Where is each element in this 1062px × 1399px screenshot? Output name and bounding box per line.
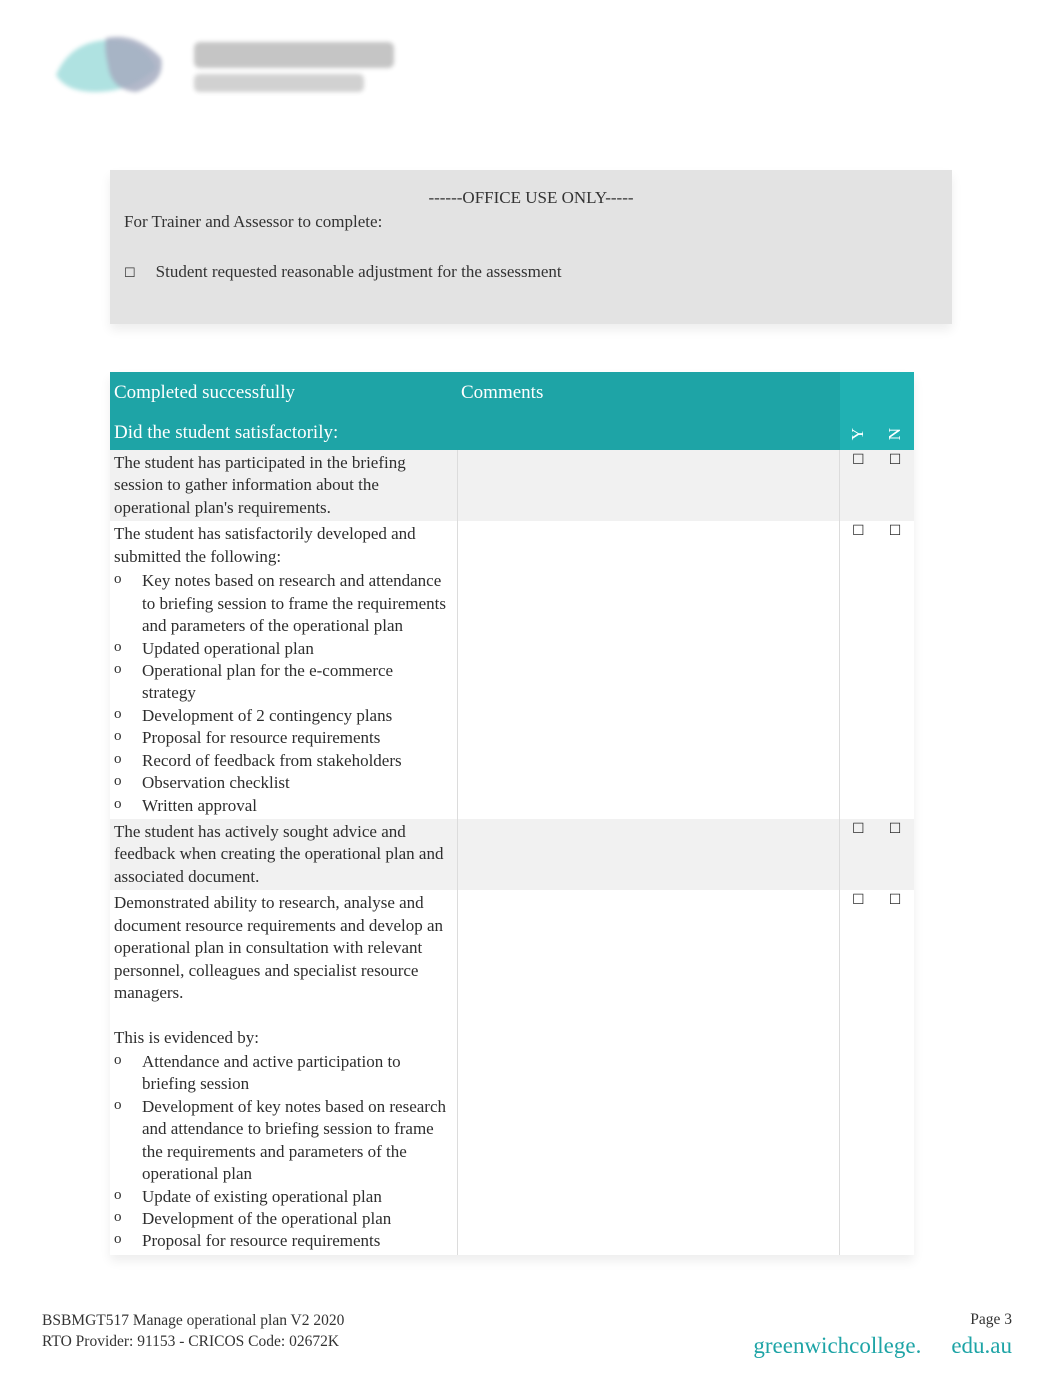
criteria-text: The student has participated in the brie… xyxy=(114,452,447,519)
y-checkbox[interactable]: ☐ xyxy=(840,450,877,521)
y-checkbox[interactable]: ☐ xyxy=(840,819,877,890)
list-item: oKey notes based on research and attenda… xyxy=(114,570,447,637)
list-item: oProposal for resource requirements xyxy=(114,1230,447,1252)
bullet-mark: o xyxy=(114,660,142,705)
bullet-mark: o xyxy=(114,638,142,660)
bullet-text: Update of existing operational plan xyxy=(142,1186,447,1208)
bullet-mark: o xyxy=(114,1208,142,1230)
bullet-mark: o xyxy=(114,570,142,637)
office-use-item-text: Student requested reasonable adjustment … xyxy=(156,262,562,282)
n-checkbox[interactable]: ☐ xyxy=(877,450,914,521)
list-item: oObservation checklist xyxy=(114,772,447,794)
footer-url: greenwichcollege.edu.au xyxy=(753,1333,1012,1359)
n-checkbox[interactable]: ☐ xyxy=(877,819,914,890)
footer-right: Page 3 greenwichcollege.edu.au xyxy=(753,1311,1012,1359)
footer: BSBMGT517 Manage operational plan V2 202… xyxy=(42,1311,1012,1359)
office-use-subtitle: For Trainer and Assessor to complete: xyxy=(124,212,938,232)
list-item: oAttendance and active participation to … xyxy=(114,1051,447,1096)
list-item: oUpdate of existing operational plan xyxy=(114,1186,447,1208)
assessment-table: Completed successfully Did the student s… xyxy=(110,372,914,1255)
bullet-text: Development of key notes based on resear… xyxy=(142,1096,447,1186)
checkbox-icon[interactable]: ☐ xyxy=(124,262,136,284)
comments-cell[interactable] xyxy=(457,819,840,890)
list-item: oRecord of feedback from stakeholders xyxy=(114,750,447,772)
header-line2: Did the student satisfactorily: xyxy=(114,422,453,444)
list-item: oDevelopment of 2 contingency plans xyxy=(114,705,447,727)
bullet-text: Operational plan for the e-commerce stra… xyxy=(142,660,447,705)
list-item: oUpdated operational plan xyxy=(114,638,447,660)
table-row: The student has participated in the brie… xyxy=(110,450,914,521)
criteria-text: The student has satisfactorily developed… xyxy=(114,523,447,568)
bullet-text: Proposal for resource requirements xyxy=(142,1230,447,1252)
bullet-text: Development of the operational plan xyxy=(142,1208,447,1230)
table-header-completed: Completed successfully Did the student s… xyxy=(110,372,457,450)
bullet-text: Key notes based on research and attendan… xyxy=(142,570,447,637)
list-item: oOperational plan for the e-commerce str… xyxy=(114,660,447,705)
criteria-cell: The student has participated in the brie… xyxy=(110,450,457,521)
y-checkbox[interactable]: ☐ xyxy=(840,890,877,1255)
comments-cell[interactable] xyxy=(457,450,840,521)
bullet-mark: o xyxy=(114,1051,142,1096)
criteria-text: Demonstrated ability to research, analys… xyxy=(114,892,447,1004)
list-item: oWritten approval xyxy=(114,795,447,817)
page: ------OFFICE USE ONLY----- For Trainer a… xyxy=(0,0,1062,1399)
table-header-y: Y xyxy=(840,372,877,450)
bullet-mark: o xyxy=(114,750,142,772)
office-use-item: ☐ Student requested reasonable adjustmen… xyxy=(124,262,938,284)
n-checkbox[interactable]: ☐ xyxy=(877,890,914,1255)
list-item: oDevelopment of the operational plan xyxy=(114,1208,447,1230)
bullet-mark: o xyxy=(114,795,142,817)
criteria-cell: Demonstrated ability to research, analys… xyxy=(110,890,457,1255)
criteria-cell: The student has satisfactorily developed… xyxy=(110,521,457,819)
table-row: Demonstrated ability to research, analys… xyxy=(110,890,914,1255)
bullet-text: Updated operational plan xyxy=(142,638,447,660)
table-row: The student has actively sought advice a… xyxy=(110,819,914,890)
office-use-box: ------OFFICE USE ONLY----- For Trainer a… xyxy=(110,170,952,324)
bullet-text: Observation checklist xyxy=(142,772,447,794)
office-use-title: ------OFFICE USE ONLY----- xyxy=(124,188,938,208)
criteria-subheading: This is evidenced by: xyxy=(114,1027,447,1049)
comments-cell[interactable] xyxy=(457,890,840,1255)
bullet-text: Written approval xyxy=(142,795,447,817)
bullet-text: Record of feedback from stakeholders xyxy=(142,750,447,772)
criteria-text: The student has actively sought advice a… xyxy=(114,821,447,888)
footer-rto: RTO Provider: 91153 - CRICOS Code: 02672… xyxy=(42,1332,344,1353)
footer-course: BSBMGT517 Manage operational plan V2 202… xyxy=(42,1311,344,1332)
footer-left: BSBMGT517 Manage operational plan V2 202… xyxy=(42,1311,344,1353)
table-header-comments: Comments xyxy=(457,372,840,450)
bullet-mark: o xyxy=(114,1096,142,1186)
bullet-text: Proposal for resource requirements xyxy=(142,727,447,749)
bullet-mark: o xyxy=(114,1230,142,1252)
comments-cell[interactable] xyxy=(457,521,840,819)
bullet-mark: o xyxy=(114,772,142,794)
bullet-mark: o xyxy=(114,705,142,727)
bullet-text: Attendance and active participation to b… xyxy=(142,1051,447,1096)
n-checkbox[interactable]: ☐ xyxy=(877,521,914,819)
logo xyxy=(28,14,1034,112)
bullet-text: Development of 2 contingency plans xyxy=(142,705,447,727)
table-row: The student has satisfactorily developed… xyxy=(110,521,914,819)
y-checkbox[interactable]: ☐ xyxy=(840,521,877,819)
list-item: oDevelopment of key notes based on resea… xyxy=(114,1096,447,1186)
footer-page: Page 3 xyxy=(753,1311,1012,1329)
table-header-n: N xyxy=(877,372,914,450)
bullet-mark: o xyxy=(114,1186,142,1208)
bullet-mark: o xyxy=(114,727,142,749)
header-line1: Completed successfully xyxy=(114,382,453,404)
criteria-cell: The student has actively sought advice a… xyxy=(110,819,457,890)
list-item: oProposal for resource requirements xyxy=(114,727,447,749)
